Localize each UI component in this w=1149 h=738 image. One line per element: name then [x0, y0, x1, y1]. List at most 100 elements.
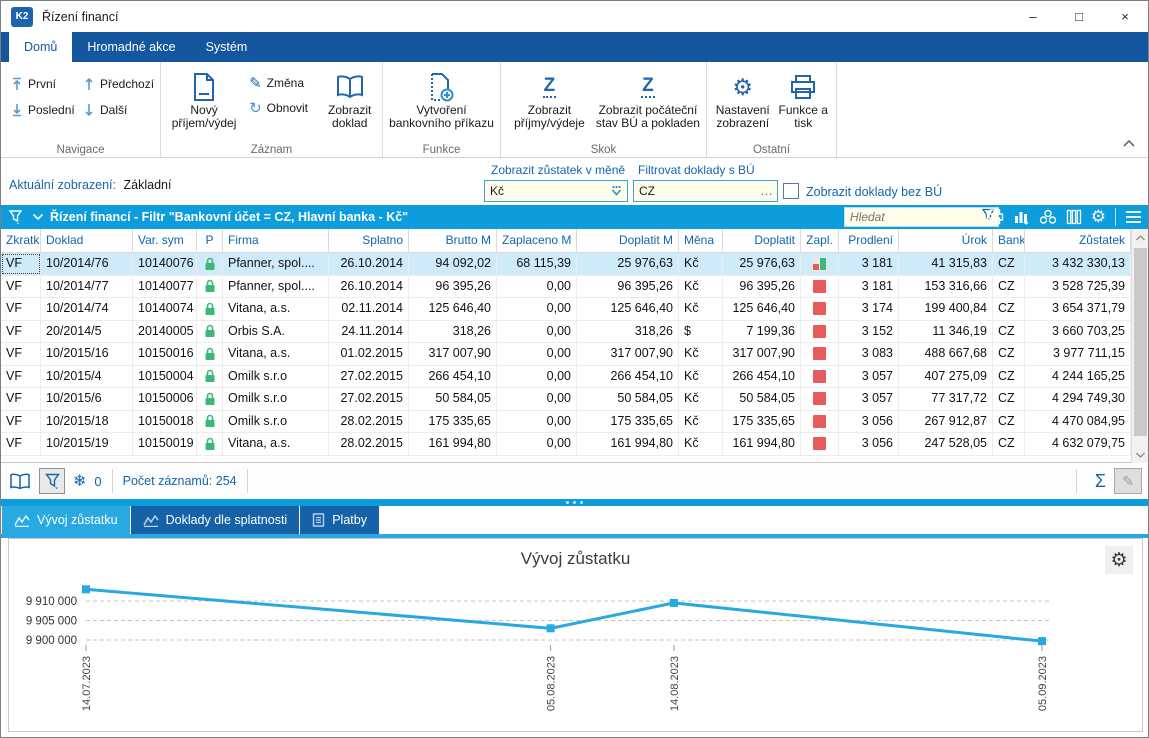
column-header-zapl[interactable]: Zapl. [801, 229, 839, 252]
cell-p[interactable] [197, 388, 223, 410]
cell-zapl[interactable] [801, 365, 839, 387]
new-income-expense-button[interactable]: Nový příjem/výdej [165, 66, 243, 141]
cell-bank[interactable]: CZ [993, 275, 1025, 297]
column-header-varsym[interactable]: Var. sym [133, 229, 197, 252]
cell-zapl[interactable] [801, 343, 839, 365]
bank-filter-combobox[interactable]: CZ … [633, 180, 778, 202]
cell-mena[interactable]: Kč [679, 433, 723, 455]
cell-zaplaceno_m[interactable]: 0,00 [497, 365, 577, 387]
cell-zapl[interactable] [801, 433, 839, 455]
cell-prodleni[interactable]: 3 152 [839, 320, 899, 342]
cell-firma[interactable]: Omilk s.r.o [223, 388, 329, 410]
relations-icon[interactable] [1039, 209, 1057, 225]
cell-prodleni[interactable]: 3 057 [839, 365, 899, 387]
collapse-ribbon-button[interactable] [1122, 135, 1136, 153]
column-header-doplatit[interactable]: Doplatit [723, 229, 801, 252]
cell-zustatek[interactable]: 3 654 371,79 [1025, 298, 1131, 320]
view-settings-button[interactable]: ⚙ Nastavení zobrazení [711, 66, 774, 141]
cell-doplatit_m[interactable]: 25 976,63 [577, 253, 679, 275]
cell-p[interactable] [197, 433, 223, 455]
cell-doplatit[interactable]: 96 395,26 [723, 275, 801, 297]
cell-doplatit_m[interactable]: 125 646,40 [577, 298, 679, 320]
cell-brutto_m[interactable]: 50 584,05 [409, 388, 497, 410]
cell-prodleni[interactable]: 3 174 [839, 298, 899, 320]
cell-brutto_m[interactable]: 317 007,90 [409, 343, 497, 365]
tab-doklady-dle-splatnosti[interactable]: Doklady dle splatnosti [130, 506, 300, 534]
columns-icon[interactable] [1066, 209, 1082, 225]
cell-bank[interactable]: CZ [993, 253, 1025, 275]
ribbon-tab-system[interactable]: Systém [205, 40, 248, 54]
column-header-zkratka[interactable]: Zkratka [1, 229, 41, 252]
cell-brutto_m[interactable]: 96 395,26 [409, 275, 497, 297]
cell-zapl[interactable] [801, 410, 839, 432]
cell-zapl[interactable] [801, 275, 839, 297]
book-icon[interactable] [9, 473, 31, 490]
column-header-doplatit_m[interactable]: Doplatit M [577, 229, 679, 252]
table-row[interactable]: VF 10/2014/77 10140077 Pfanner, spol.... 26.… [1, 275, 1148, 298]
cell-doplatit_m[interactable]: 96 395,26 [577, 275, 679, 297]
cell-zapl[interactable] [801, 320, 839, 342]
column-header-urok[interactable]: Úrok [899, 229, 993, 252]
cell-doklad[interactable]: 10/2014/76 [41, 253, 133, 275]
column-header-p[interactable]: P [197, 229, 223, 252]
next-record-button[interactable]: Další [83, 98, 165, 122]
column-header-bank[interactable]: Bank [993, 229, 1025, 252]
cell-zaplaceno_m[interactable]: 0,00 [497, 410, 577, 432]
cell-zkratka[interactable]: VF [1, 410, 41, 432]
search-box[interactable] [844, 207, 999, 227]
cell-firma[interactable]: Omilk s.r.o [223, 410, 329, 432]
cell-bank[interactable]: CZ [993, 365, 1025, 387]
table-row[interactable]: VF 10/2015/19 10150019 Vitana, a.s. 28.02.20… [1, 433, 1148, 456]
cell-zustatek[interactable]: 3 528 725,39 [1025, 275, 1131, 297]
cell-firma[interactable]: Pfanner, spol.... [223, 275, 329, 297]
cell-p[interactable] [197, 410, 223, 432]
cell-zapl[interactable] [801, 388, 839, 410]
data-point-marker[interactable] [82, 585, 90, 594]
edit-pencil-button[interactable]: ✎ [1114, 468, 1142, 494]
cell-doklad[interactable]: 10/2015/6 [41, 388, 133, 410]
cell-prodleni[interactable]: 3 056 [839, 410, 899, 432]
show-initial-state-button[interactable]: Z Zobrazit počáteční stav BÚ a pokladen [594, 66, 702, 141]
cell-zaplaceno_m[interactable]: 0,00 [497, 320, 577, 342]
cell-splatno[interactable]: 26.10.2014 [329, 253, 409, 275]
table-row[interactable]: VF 10/2015/18 10150018 Omilk s.r.o 28.02.201… [1, 410, 1148, 433]
previous-record-button[interactable]: Předchozí [83, 72, 165, 96]
cell-urok[interactable]: 41 315,83 [899, 253, 993, 275]
cell-doklad[interactable]: 10/2015/4 [41, 365, 133, 387]
column-header-brutto_m[interactable]: Brutto M [409, 229, 497, 252]
grid-settings-gear-icon[interactable]: ⚙ [1090, 207, 1106, 226]
ribbon-tab-domu[interactable]: Domů [9, 32, 73, 62]
cell-splatno[interactable]: 27.02.2015 [329, 365, 409, 387]
cell-urok[interactable]: 407 275,09 [899, 365, 993, 387]
cell-brutto_m[interactable]: 266 454,10 [409, 365, 497, 387]
cell-doplatit[interactable]: 25 976,63 [723, 253, 801, 275]
cell-doklad[interactable]: 10/2014/77 [41, 275, 133, 297]
cell-p[interactable] [197, 298, 223, 320]
cell-prodleni[interactable]: 3 057 [839, 388, 899, 410]
scroll-up-icon[interactable] [1132, 229, 1148, 246]
cell-doklad[interactable]: 10/2015/18 [41, 410, 133, 432]
cell-zkratka[interactable]: VF [1, 320, 41, 342]
cell-firma[interactable]: Omilk s.r.o [223, 365, 329, 387]
tab-platby[interactable]: Platby [300, 506, 379, 534]
panel-splitter[interactable] [1, 499, 1148, 506]
cell-zustatek[interactable]: 3 977 711,15 [1025, 343, 1131, 365]
data-point-marker[interactable] [669, 598, 678, 607]
ribbon-tab-hromadne-akce[interactable]: Hromadné akce [87, 40, 176, 54]
cell-zaplaceno_m[interactable]: 0,00 [497, 275, 577, 297]
cell-brutto_m[interactable]: 161 994,80 [409, 433, 497, 455]
data-point-marker[interactable] [1038, 637, 1046, 646]
cell-prodleni[interactable]: 3 056 [839, 433, 899, 455]
snowflake-icon[interactable]: ❄ [73, 473, 87, 490]
cell-prodleni[interactable]: 3 181 [839, 253, 899, 275]
cell-varsym[interactable]: 10150018 [133, 410, 197, 432]
cell-mena[interactable]: Kč [679, 410, 723, 432]
column-header-splatno[interactable]: Splatno [329, 229, 409, 252]
table-row[interactable]: VF 10/2015/4 10150004 Omilk s.r.o 27.02.2015… [1, 365, 1148, 388]
cell-urok[interactable]: 488 667,68 [899, 343, 993, 365]
column-header-zustatek[interactable]: Zůstatek [1025, 229, 1131, 252]
cell-zustatek[interactable]: 4 632 079,75 [1025, 433, 1131, 455]
column-header-doklad[interactable]: Doklad [41, 229, 133, 252]
cell-zkratka[interactable]: VF [1, 365, 41, 387]
cell-firma[interactable]: Vitana, a.s. [223, 433, 329, 455]
